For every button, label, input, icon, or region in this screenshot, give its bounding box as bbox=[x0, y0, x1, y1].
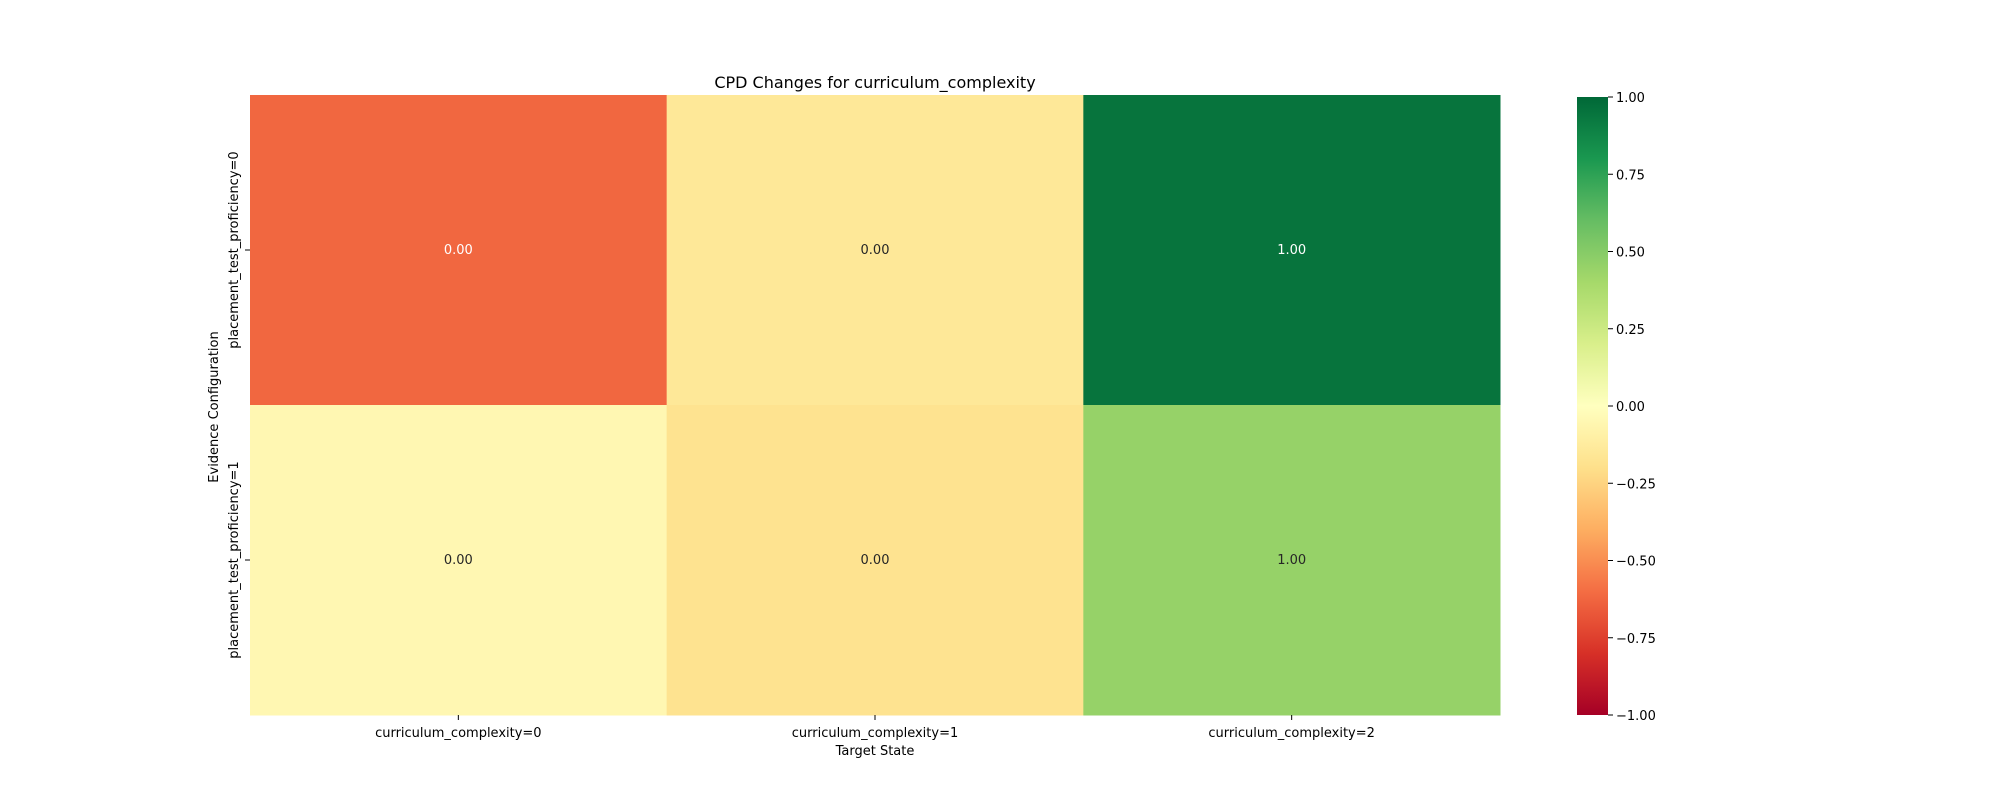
cell-annotation: 1.00 bbox=[1277, 243, 1306, 258]
y-tick-label: placement_test_proficiency=1 bbox=[227, 461, 242, 658]
x-axis-ticks: curriculum_complexity=0 curriculum_comple… bbox=[375, 715, 1375, 741]
x-tick-label: curriculum_complexity=1 bbox=[792, 726, 959, 741]
colorbar-tick-label: −0.75 bbox=[1616, 632, 1656, 647]
colorbar-tick-label: 0.00 bbox=[1616, 400, 1645, 415]
colorbar-tick-label: −1.00 bbox=[1616, 709, 1656, 724]
cell-annotation: 0.00 bbox=[444, 553, 473, 568]
colorbar-tick-label: −0.50 bbox=[1616, 555, 1656, 570]
y-axis-label: Evidence Configuration bbox=[207, 331, 222, 482]
colorbar-tick-label: 0.75 bbox=[1616, 168, 1645, 183]
cell-annotation: 0.00 bbox=[861, 553, 890, 568]
colorbar-gradient bbox=[1577, 97, 1608, 715]
colorbar-tick-label: 1.00 bbox=[1616, 91, 1645, 106]
cell-annotation: 1.00 bbox=[1277, 553, 1306, 568]
heatmap-cell bbox=[666, 405, 1084, 716]
colorbar-tick-label: −0.25 bbox=[1616, 477, 1656, 492]
y-tick-label: placement_test_proficiency=0 bbox=[227, 151, 242, 348]
x-tick-label: curriculum_complexity=0 bbox=[375, 726, 542, 741]
colorbar-tick-label: 0.50 bbox=[1616, 246, 1645, 261]
colorbar: 1.00 0.75 0.50 0.25 0.00 −0.25 −0.50 −0.75 −1.00 bbox=[1577, 91, 1656, 724]
heatmap-cells: 0.00 0.00 1.00 0.00 0.00 1.00 bbox=[250, 95, 1501, 716]
colorbar-tick-label: 0.25 bbox=[1616, 323, 1645, 338]
heatmap-cell bbox=[250, 95, 668, 406]
heatmap-cell bbox=[1083, 95, 1501, 406]
x-axis-label: Target State bbox=[835, 744, 915, 759]
y-axis-ticks: placement_test_proficiency=0 placement_te… bbox=[227, 151, 250, 659]
heatmap-cell bbox=[250, 405, 668, 716]
heatmap-cell bbox=[1083, 405, 1501, 716]
heatmap-cell bbox=[666, 95, 1084, 406]
x-tick-label: curriculum_complexity=2 bbox=[1208, 726, 1375, 741]
cell-annotation: 0.00 bbox=[444, 243, 473, 258]
chart-title: CPD Changes for curriculum_complexity bbox=[714, 73, 1035, 93]
cell-annotation: 0.00 bbox=[861, 243, 890, 258]
